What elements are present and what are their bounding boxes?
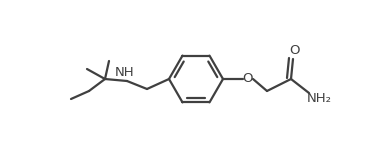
Text: O: O: [243, 72, 253, 85]
Text: NH₂: NH₂: [306, 92, 332, 106]
Text: NH: NH: [115, 66, 135, 79]
Text: O: O: [290, 45, 300, 58]
